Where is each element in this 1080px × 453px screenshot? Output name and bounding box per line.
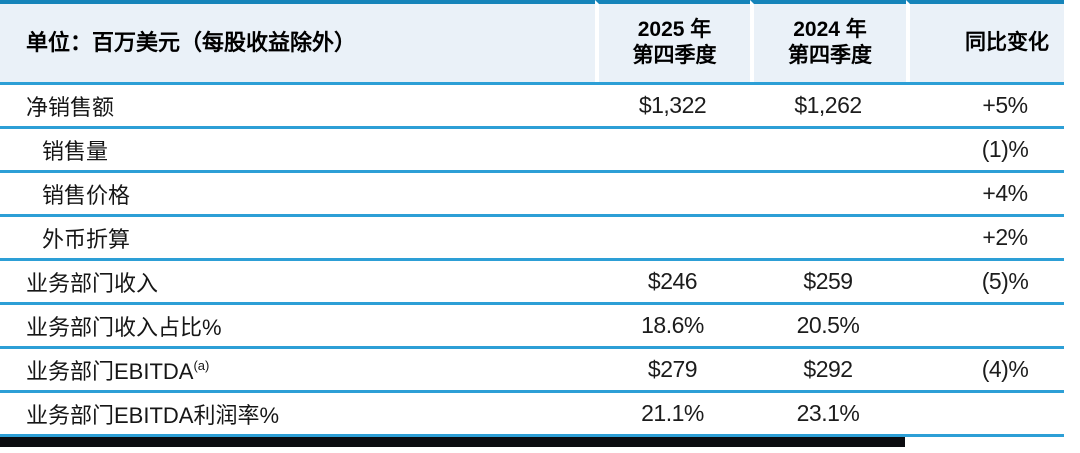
unit-label: 单位：百万美元（每股收益除外） xyxy=(26,30,357,55)
yoy-change-label: 同比变化 xyxy=(965,31,1049,54)
value-yoy-change: +4% xyxy=(982,180,1028,206)
table-row: 业务部门EBITDA(a) $279 $292 (4)% xyxy=(0,349,1064,393)
q4-2024-line1: 2024 年 xyxy=(793,18,867,41)
column-header-q4-2025: 2025 年 第四季度 xyxy=(595,0,750,82)
table-row: 销售价格 +4% xyxy=(0,173,1064,217)
table-row: 销售量 (1)% xyxy=(0,129,1064,173)
value-q4-2025: 21.1% xyxy=(641,400,704,426)
column-header-q4-2024: 2024 年 第四季度 xyxy=(750,0,906,82)
row-label: 销售量 xyxy=(42,138,109,164)
value-q4-2024: $259 xyxy=(803,268,853,294)
table-row: 业务部门EBITDA利润率% 21.1% 23.1% xyxy=(0,393,1064,437)
row-label: 业务部门收入占比% xyxy=(26,314,222,340)
value-q4-2024: 20.5% xyxy=(796,312,860,338)
column-header-yoy-change: 同比变化 xyxy=(906,0,1064,82)
table-row: 净销售额 $1,322 $1,262 +5% xyxy=(0,85,1064,129)
value-yoy-change: (1)% xyxy=(981,136,1029,162)
value-yoy-change: (4)% xyxy=(981,356,1029,382)
value-q4-2025: $1,322 xyxy=(638,92,707,118)
row-label: 净销售额 xyxy=(26,94,115,120)
table-row: 业务部门收入占比% 18.6% 20.5% xyxy=(0,305,1064,349)
table-body: 净销售额 $1,322 $1,262 +5% 销售量 (1)% 销售价格 +4% 外币折算 +2%… xyxy=(0,85,1064,437)
value-q4-2025: 18.6% xyxy=(641,312,704,338)
footnote-marker: (a) xyxy=(193,357,210,373)
bottom-divider-bar xyxy=(0,437,905,447)
value-q4-2024: $1,262 xyxy=(794,92,862,118)
q4-2024-line2: 第四季度 xyxy=(788,44,872,67)
table-row: 业务部门收入 $246 $259 (5)% xyxy=(0,261,1064,305)
table-row: 外币折算 +2% xyxy=(0,217,1064,261)
table-header-row: 单位：百万美元（每股收益除外） 2025 年 第四季度 2024 年 第四季度 … xyxy=(0,0,1064,85)
value-q4-2024: $292 xyxy=(803,356,853,382)
row-label: 业务部门收入 xyxy=(26,270,159,296)
unit-header-cell: 单位：百万美元（每股收益除外） xyxy=(0,0,595,82)
row-label: 业务部门EBITDA利润率% xyxy=(26,402,280,428)
value-yoy-change: +2% xyxy=(982,224,1028,250)
row-label: 外币折算 xyxy=(42,226,131,252)
value-q4-2025: $246 xyxy=(647,268,698,294)
value-yoy-change: (5)% xyxy=(981,268,1029,294)
quarterly-results-table: 单位：百万美元（每股收益除外） 2025 年 第四季度 2024 年 第四季度 … xyxy=(0,0,1064,437)
value-q4-2024: 23.1% xyxy=(796,400,860,426)
value-yoy-change: +5% xyxy=(982,92,1028,118)
row-label: 销售价格 xyxy=(42,182,131,208)
q4-2025-line2: 第四季度 xyxy=(632,44,717,67)
q4-2025-line1: 2025 年 xyxy=(637,18,712,41)
value-q4-2025: $279 xyxy=(647,356,698,382)
row-label: 业务部门EBITDA(a) xyxy=(26,357,210,384)
